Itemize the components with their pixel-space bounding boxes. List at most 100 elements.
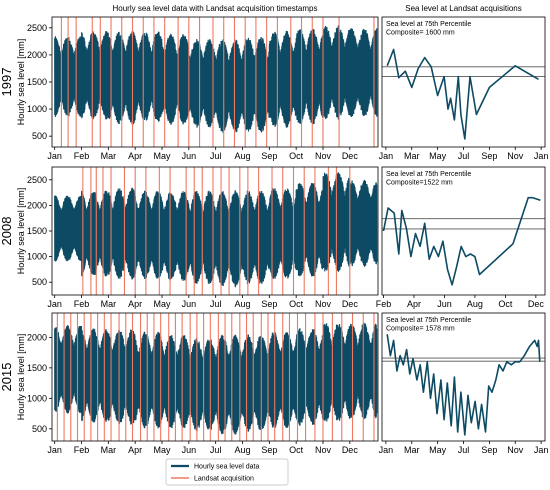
y-tick-label: 2000: [27, 332, 47, 342]
x-tick-label: Jan: [47, 151, 62, 161]
x-tick-label: Jun: [437, 299, 452, 309]
panel-5: Jan Feb Mar Apr May Jun Jul Aug Sep Oct Nov Dec 500 1…: [0, 312, 379, 455]
y-tick-label: 2500: [27, 23, 47, 33]
x-tick-label: Jan: [379, 445, 394, 455]
panel-3: Jan Feb Mar Apr May Jun Jul Aug Sep Oct Nov Dec 500 1…: [0, 166, 379, 309]
x-tick-label: Aug: [234, 445, 250, 455]
x-tick-label: Mar: [101, 299, 117, 309]
y-tick-label: 2500: [27, 175, 47, 185]
x-tick-label: Oct: [289, 445, 304, 455]
x-tick-label: Feb: [74, 151, 90, 161]
x-tick-label: Jan: [534, 445, 549, 455]
x-tick-label: May: [154, 299, 172, 309]
y-tick-label: 1500: [27, 226, 47, 236]
y-tick-label: 1500: [27, 77, 47, 87]
x-tick-label: Feb: [376, 299, 392, 309]
x-tick-label: Nov: [507, 445, 524, 455]
x-tick-label: Jun: [182, 445, 197, 455]
x-tick-label: Aug: [467, 299, 483, 309]
row-year-label: 2008: [0, 217, 14, 246]
x-tick-label: Aug: [234, 151, 250, 161]
annotation-text: Sea level at 75th Percentile: [386, 21, 471, 28]
legend-label-sea-level: Hourly sea level data: [194, 464, 259, 471]
y-tick-label: 1000: [27, 252, 47, 262]
x-tick-label: May: [429, 445, 447, 455]
x-tick-label: Dec: [528, 299, 545, 309]
series-sea-level-at-acquisitions: [382, 196, 541, 286]
x-tick-label: Apr: [128, 151, 142, 161]
row-year-label: 1997: [0, 68, 14, 97]
panel-1: Jan Feb Mar Apr May Jun Jul Aug Sep Oct Nov Dec 500 1…: [0, 4, 379, 161]
x-tick-label: Nov: [507, 151, 524, 161]
panel-2: Sea level at 75th Percentile Composite= 1…: [379, 4, 549, 161]
x-tick-label: Sep: [261, 445, 277, 455]
x-tick-label: Apr: [128, 299, 142, 309]
series-hourly-sea-level-data: [54, 322, 378, 435]
x-tick-label: Mar: [404, 151, 420, 161]
x-tick-label: Jul: [210, 299, 222, 309]
axes-frame: [51, 312, 379, 442]
x-tick-label: Apr: [407, 299, 421, 309]
x-tick-label: Nov: [315, 445, 332, 455]
x-tick-label: Oct: [289, 299, 304, 309]
y-tick-label: 1000: [27, 393, 47, 403]
panel-title: Hourly sea level data with Landsat acqui…: [113, 4, 318, 13]
legend: Hourly sea level data Landsat acquisitio…: [165, 458, 289, 486]
x-tick-label: Nov: [315, 299, 332, 309]
row-year-label: 2015: [0, 363, 14, 392]
x-tick-label: Jul: [210, 151, 222, 161]
x-tick-label: Sep: [261, 299, 277, 309]
x-tick-label: Mar: [101, 151, 117, 161]
y-tick-label: 500: [32, 277, 47, 287]
y-axis-label: Hourly sea level [mm]: [16, 334, 26, 421]
annotation-text: Sea level at 75th Percentile: [386, 317, 471, 324]
annotation-text: Composite= 1600 mm: [386, 30, 455, 37]
x-tick-label: Jun: [182, 299, 197, 309]
x-tick-label: Jan: [379, 151, 394, 161]
x-tick-label: Feb: [74, 445, 90, 455]
x-tick-label: Jun: [182, 151, 197, 161]
y-tick-label: 2000: [27, 50, 47, 60]
x-tick-label: May: [154, 445, 172, 455]
x-tick-label: Oct: [289, 151, 304, 161]
x-tick-label: Oct: [498, 299, 513, 309]
x-tick-label: Mar: [404, 445, 420, 455]
y-tick-label: 500: [32, 131, 47, 141]
x-tick-label: Sep: [261, 151, 277, 161]
x-tick-label: Dec: [342, 151, 359, 161]
series-hourly-sea-level-data: [54, 25, 378, 133]
x-tick-label: Sep: [481, 445, 497, 455]
y-tick-label: 1000: [27, 104, 47, 114]
y-tick-label: 1500: [27, 363, 47, 373]
y-tick-label: 2000: [27, 200, 47, 210]
x-tick-label: Jul: [458, 445, 470, 455]
y-axis-label: Hourly sea level [mm]: [16, 188, 26, 275]
legend-frame: [165, 458, 289, 486]
x-tick-label: Dec: [342, 445, 359, 455]
y-tick-label: 500: [32, 424, 47, 434]
x-tick-label: Jan: [534, 151, 549, 161]
legend-label-landsat: Landsat acquisition: [194, 476, 254, 483]
x-tick-label: Jul: [210, 445, 222, 455]
annotation-text: Composite=1522 mm: [386, 180, 453, 187]
x-tick-label: May: [154, 151, 172, 161]
axes-frame: [381, 166, 546, 296]
x-tick-label: Sep: [481, 151, 497, 161]
x-tick-label: Nov: [315, 151, 332, 161]
x-tick-label: Jan: [47, 445, 62, 455]
panel-6: Sea level at 75th Percentile Composite= 1…: [379, 312, 549, 455]
panel-4: Sea level at 75th Percentile Composite=15…: [376, 166, 546, 309]
x-tick-label: Aug: [234, 299, 250, 309]
x-tick-label: Jul: [458, 151, 470, 161]
x-tick-label: Jan: [47, 299, 62, 309]
series-sea-level-at-acquisitions: [386, 334, 541, 436]
annotation-text: Sea level at 75th Percentile: [386, 171, 471, 178]
annotation-text: Composite= 1578 mm: [386, 326, 455, 333]
series-hourly-sea-level-data: [54, 172, 378, 288]
x-tick-label: Dec: [342, 299, 359, 309]
x-tick-label: Apr: [128, 445, 142, 455]
panel-title: Sea level at Landsat acquisitions: [405, 4, 522, 13]
x-tick-label: Feb: [74, 299, 90, 309]
x-tick-label: Mar: [101, 445, 117, 455]
